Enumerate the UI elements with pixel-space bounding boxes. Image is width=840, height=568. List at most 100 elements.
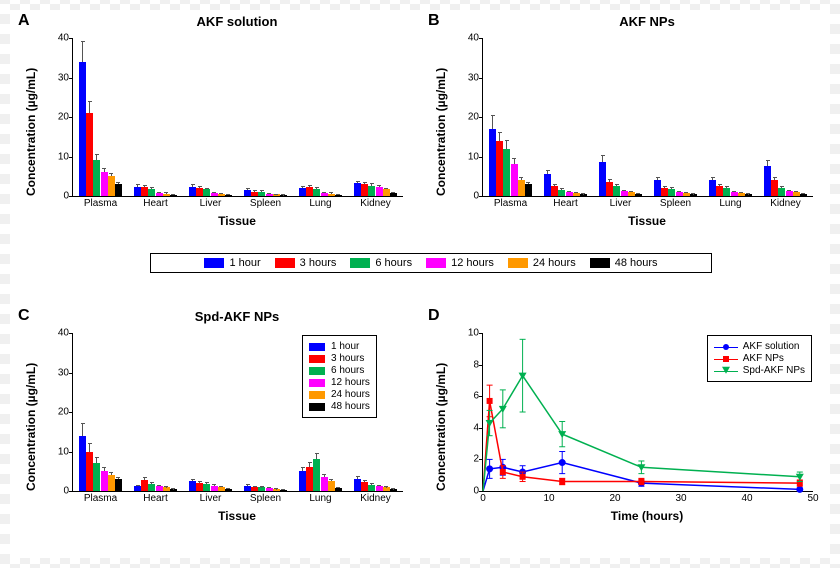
bar xyxy=(79,436,86,491)
panel-a: AAKF solutionConcentration (µg/mL)Tissue… xyxy=(10,10,420,250)
bar xyxy=(134,486,141,491)
bar xyxy=(225,489,232,491)
bar xyxy=(654,180,661,196)
bar xyxy=(93,160,100,196)
bar xyxy=(683,193,690,196)
bar xyxy=(163,487,170,491)
bar xyxy=(621,191,628,196)
bar xyxy=(79,62,86,196)
panel-d: DConcentration (µg/mL)Time (hours)024681… xyxy=(420,305,830,545)
legend-swatch xyxy=(204,258,224,268)
legend-item-label: AKF NPs xyxy=(743,353,784,364)
bar xyxy=(299,188,306,196)
bar xyxy=(661,188,668,196)
bar xyxy=(156,193,163,196)
bar xyxy=(573,193,580,196)
legend-item-label: 24 hours xyxy=(533,257,576,269)
bar xyxy=(306,187,313,196)
bar xyxy=(163,194,170,196)
bar xyxy=(211,193,218,196)
bar xyxy=(376,486,383,491)
bar xyxy=(390,193,397,196)
bar xyxy=(218,194,225,196)
panel-b: BAKF NPsConcentration (µg/mL)Tissue01020… xyxy=(420,10,830,250)
bar xyxy=(156,486,163,491)
bar xyxy=(335,488,342,491)
bar xyxy=(196,483,203,491)
legend-d: AKF solutionAKF NPsSpd-AKF NPs xyxy=(707,335,812,382)
bar xyxy=(141,187,148,196)
bar xyxy=(731,192,738,196)
bar xyxy=(266,194,273,196)
bar xyxy=(361,184,368,196)
legend-item-label: Spd-AKF NPs xyxy=(743,365,805,376)
bar xyxy=(709,180,716,196)
bar xyxy=(313,459,320,491)
bar xyxy=(354,479,361,491)
bar xyxy=(606,182,613,196)
bar xyxy=(361,482,368,491)
panel-title: Spd-AKF NPs xyxy=(72,309,402,324)
legend-swatch xyxy=(426,258,446,268)
bar xyxy=(306,467,313,491)
bar xyxy=(189,187,196,196)
bar xyxy=(668,189,675,196)
bar xyxy=(196,188,203,196)
bar xyxy=(566,192,573,196)
bar xyxy=(321,477,328,491)
bar xyxy=(551,186,558,196)
shared-legend: 1 hour 3 hours 6 hours 12 hours 24 hours 48 h… xyxy=(150,253,712,273)
bar xyxy=(108,176,115,196)
legend-item-label: AKF solution xyxy=(743,341,800,352)
bar xyxy=(148,189,155,196)
bar xyxy=(86,452,93,492)
bar xyxy=(764,166,771,196)
bar xyxy=(251,192,258,196)
bar xyxy=(321,193,328,196)
legend-item-label: 12 hours xyxy=(451,257,494,269)
bar xyxy=(299,471,306,491)
bar xyxy=(613,186,620,196)
bar xyxy=(101,172,108,196)
bar xyxy=(628,192,635,196)
legend-item-label: 3 hours xyxy=(300,257,337,269)
bar xyxy=(383,487,390,491)
bar xyxy=(244,486,251,491)
bar xyxy=(134,187,141,196)
legend-item: 6 hours xyxy=(350,257,412,269)
legend-swatch xyxy=(590,258,610,268)
legend-item: 24 hours xyxy=(508,257,576,269)
bar xyxy=(203,189,210,196)
bar xyxy=(115,479,122,491)
bar xyxy=(101,471,108,491)
bar xyxy=(141,480,148,491)
bar xyxy=(503,149,510,196)
bar xyxy=(800,194,807,196)
bar xyxy=(328,481,335,491)
panel-title: AKF NPs xyxy=(482,14,812,29)
legend-item: 3 hours xyxy=(275,257,337,269)
bar xyxy=(518,180,525,196)
bar xyxy=(511,164,518,196)
bar xyxy=(273,194,280,196)
bar xyxy=(368,485,375,491)
bar xyxy=(723,188,730,196)
bar xyxy=(354,183,361,196)
legend-item-label: 1 hour xyxy=(229,257,260,269)
bar xyxy=(148,484,155,491)
bar xyxy=(170,489,177,491)
bar xyxy=(635,194,642,196)
bar xyxy=(778,188,785,196)
bar xyxy=(745,194,752,196)
bar xyxy=(203,484,210,491)
bar xyxy=(170,195,177,196)
bar xyxy=(335,195,342,196)
bar xyxy=(108,475,115,491)
bar xyxy=(328,194,335,196)
bar xyxy=(690,194,697,196)
legend-item: 12 hours xyxy=(426,257,494,269)
legend-item-label: 48 hours xyxy=(615,257,658,269)
bar xyxy=(244,190,251,196)
bar xyxy=(544,174,551,196)
legend-item: 1 hour xyxy=(204,257,260,269)
